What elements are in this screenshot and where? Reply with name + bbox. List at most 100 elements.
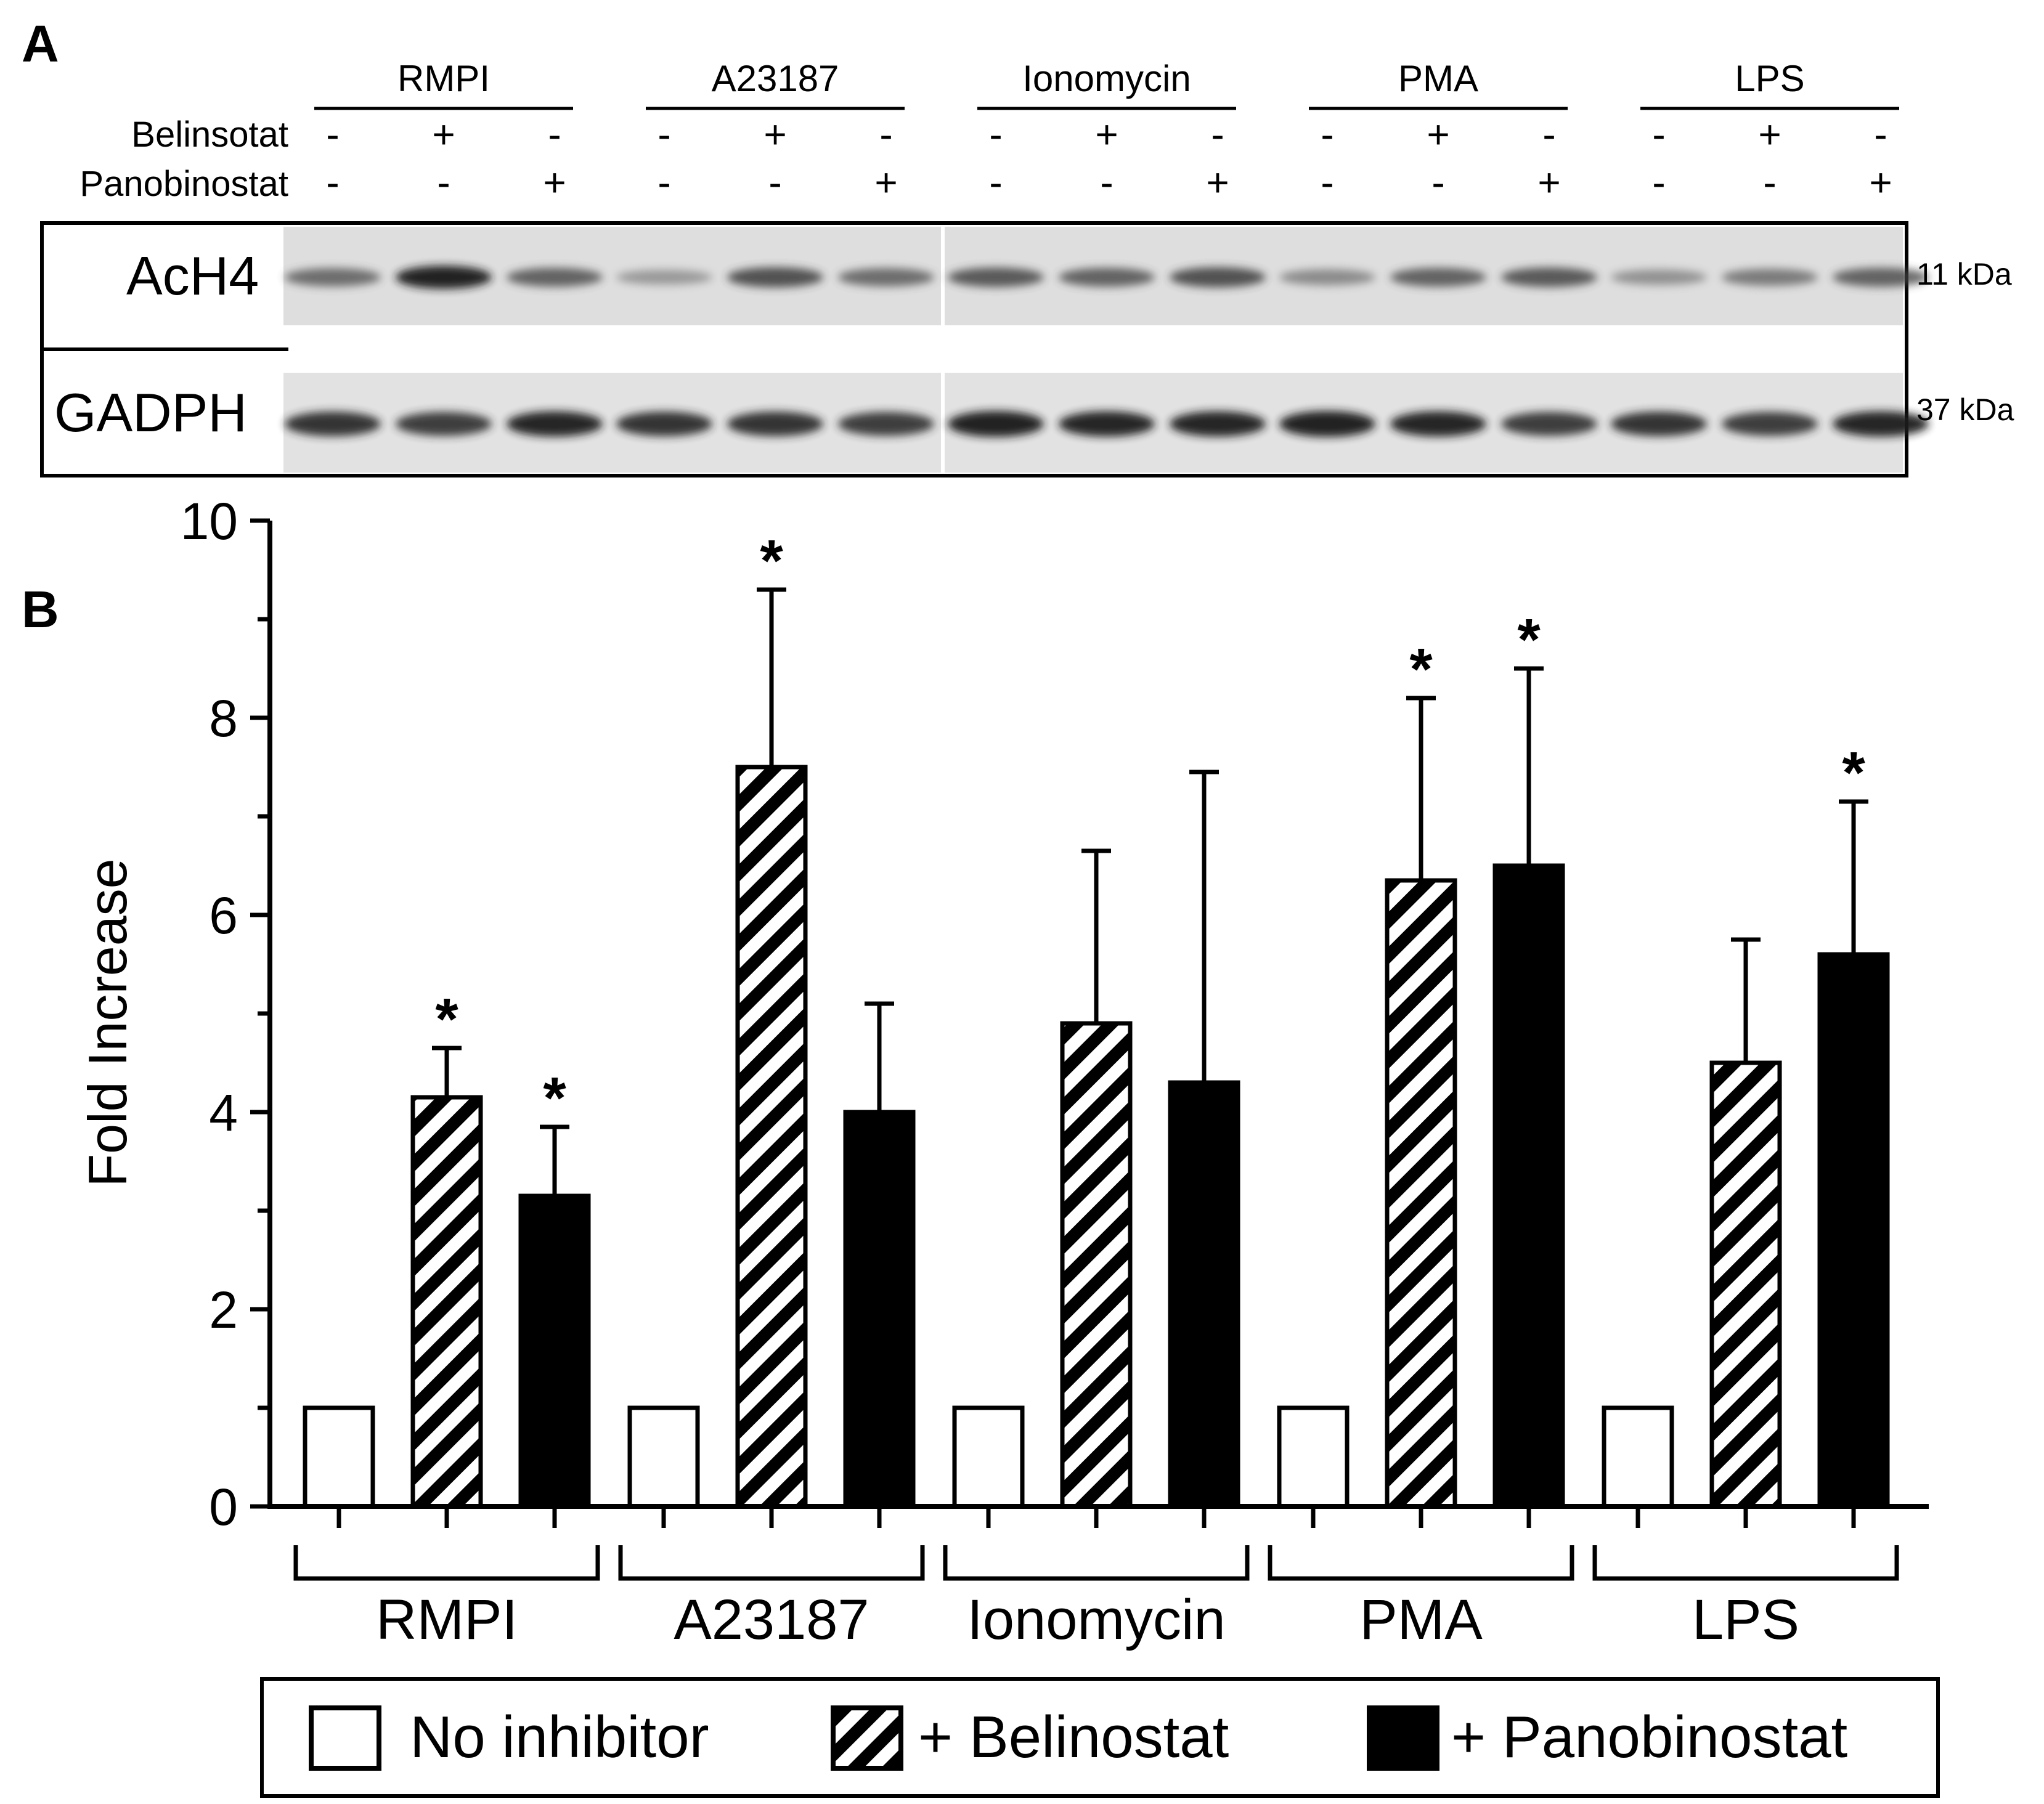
panobinostat-sign: + (543, 160, 566, 205)
blot-band-gadph (1170, 411, 1266, 437)
blot-band-ach4 (1611, 269, 1707, 285)
bar-lps-belinostat (1709, 1060, 1782, 1509)
treatment-header-rmpi: RMPI (397, 58, 490, 99)
belinostat-sign: - (1211, 112, 1224, 156)
treatment-header-a23187: A23187 (712, 58, 839, 99)
blot-band-ach4 (507, 267, 603, 287)
belinostat-sign: - (1652, 112, 1665, 156)
group-bracket (943, 1545, 1250, 1581)
blot-band-gadph (1501, 412, 1597, 436)
panobinostat-sign: - (768, 160, 781, 205)
blot-band-gadph (507, 411, 603, 437)
blot-band-gadph (1059, 411, 1155, 437)
bar-rmpi-belinostat (410, 1095, 483, 1509)
panobinostat-row-label: Panobinostat (79, 164, 288, 204)
blot-name-gadph: GADPH (54, 382, 247, 443)
significance-marker: * (1842, 740, 1865, 806)
blot-band-gadph (1722, 412, 1818, 436)
panobinostat-sign: + (1206, 160, 1229, 205)
panel-b-label: B (22, 580, 59, 638)
significance-marker: * (1409, 636, 1433, 702)
treatment-headers: RMPI A23187 Ionomycin PMA LPS (314, 58, 1899, 110)
group-bracket (293, 1545, 600, 1581)
y-axis-label: Fold Increase (77, 858, 138, 1187)
blot-band-ach4 (285, 268, 381, 286)
blot-band-gadph (1833, 411, 1929, 437)
blot-size-gadph: 37 kDa (1916, 392, 2014, 427)
blot-size-ach4: 11 kDa (1916, 257, 2012, 291)
blot-band-ach4 (1170, 267, 1266, 288)
belinostat-sign: - (1321, 112, 1333, 156)
x-category-label-rmpi: RMPI (376, 1588, 518, 1651)
blot-band-gadph (1390, 411, 1486, 437)
blot-band-gadph (1611, 412, 1707, 436)
belinostat-sign: - (879, 112, 892, 156)
blot-name-ach4: AcH4 (126, 245, 259, 306)
belinostat-row-label: Belinsotat (131, 115, 288, 155)
bar-pma-no-inhibitor (1277, 1405, 1350, 1509)
blot-bands (285, 266, 1929, 437)
panel-a-label: A (22, 15, 59, 73)
blot-band-gadph (838, 412, 934, 436)
bar-a23187-belinostat (735, 765, 808, 1509)
belinostat-sign: - (1874, 112, 1887, 156)
panobinostat-sign: - (1321, 160, 1333, 205)
blot-band-ach4 (1059, 267, 1155, 287)
bar-lps-panobinostat (1817, 952, 1890, 1509)
belinostat-sign: - (989, 112, 1002, 156)
treatment-header-lps: LPS (1735, 58, 1804, 99)
panobinostat-sign: - (1100, 160, 1113, 205)
y-tick-label: 4 (209, 1084, 238, 1142)
belinostat-sign: - (326, 112, 339, 156)
belinostat-sign: + (1758, 112, 1781, 156)
y-axis: 0 2 4 6 8 10 (181, 492, 272, 1536)
blot-band-ach4 (838, 268, 934, 286)
legend-label-no-inhibitor: No inhibitor (410, 1704, 709, 1770)
y-tick-label: 10 (181, 492, 238, 550)
blot-band-ach4 (616, 270, 712, 285)
belinostat-sign: - (548, 112, 561, 156)
belinostat-sign: + (1095, 112, 1118, 156)
bar-pma-panobinostat (1492, 863, 1565, 1509)
panobinostat-sign: - (1652, 160, 1665, 205)
legend-swatch-panobinostat (1367, 1705, 1439, 1771)
group-bracket (1268, 1545, 1574, 1581)
bar-rmpi-panobinostat (518, 1193, 591, 1509)
bar-ionomycin-belinostat (1060, 1021, 1133, 1509)
treatment-header-ionomycin: Ionomycin (1022, 58, 1191, 99)
panobinostat-sign: - (1431, 160, 1444, 205)
y-tick-label: 0 (209, 1478, 238, 1536)
blot-band-ach4 (1501, 267, 1597, 287)
belinostat-sign: + (432, 112, 455, 156)
belinostat-sign: - (658, 112, 670, 156)
x-category-label-a23187: A23187 (674, 1588, 869, 1651)
blot-band-ach4 (1722, 269, 1818, 286)
blot-band-gadph (948, 410, 1044, 437)
bar-series: * * * * * * (303, 528, 1890, 1509)
blot-band-gadph (616, 412, 712, 436)
bar-a23187-panobinostat (843, 1110, 916, 1509)
blot-band-gadph (396, 412, 492, 436)
group-bracket (618, 1545, 925, 1581)
belinostat-sign: - (1542, 112, 1555, 156)
significance-marker: * (760, 528, 783, 594)
blot-band-ach4 (1390, 267, 1486, 287)
bar-a23187-no-inhibitor (627, 1405, 700, 1509)
legend-swatch-no-inhibitor (309, 1705, 381, 1771)
bar-ionomycin-panobinostat (1168, 1080, 1240, 1509)
blot-band-ach4 (727, 267, 823, 288)
bar-rmpi-no-inhibitor (303, 1405, 375, 1509)
panobinostat-sign: - (326, 160, 339, 205)
legend-box (260, 1677, 1940, 1798)
panobinostat-sign: + (1537, 160, 1560, 205)
group-bracket (1592, 1545, 1899, 1581)
x-axis: RMPI A23187 Ionomycin PMA LPS (267, 1504, 1929, 1651)
blot-band-ach4 (396, 266, 492, 289)
blot-band-ach4 (1279, 269, 1375, 285)
treatment-header-pma: PMA (1398, 58, 1478, 99)
blot-band-gadph (1279, 410, 1375, 437)
legend-swatch-belinostat (831, 1705, 903, 1771)
legend-label-panobinostat: + Panobinostat (1451, 1704, 1847, 1770)
significance-marker: * (543, 1065, 566, 1131)
